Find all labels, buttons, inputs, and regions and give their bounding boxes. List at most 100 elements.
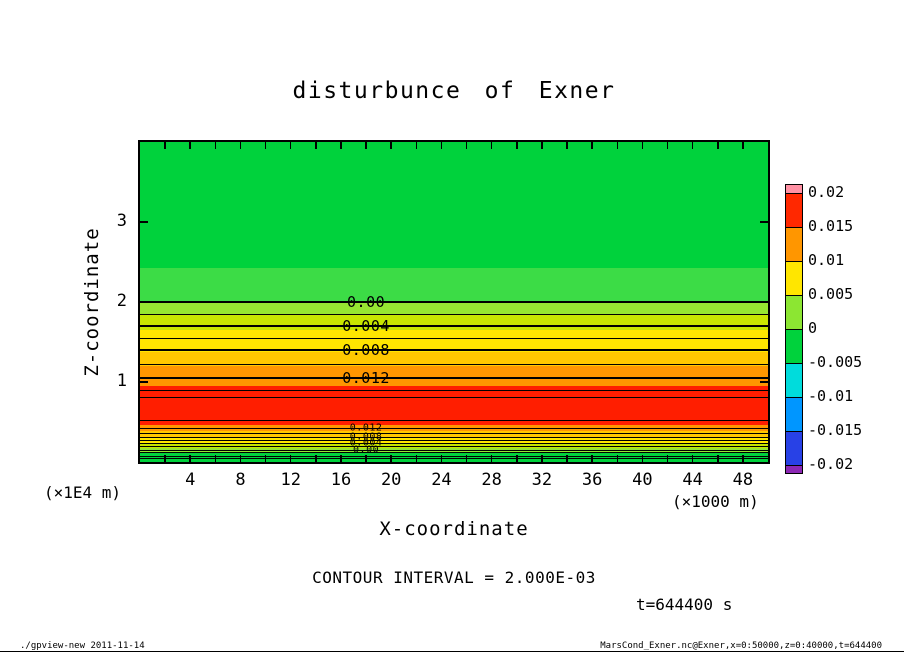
x-tick-label: 12: [280, 470, 301, 490]
colorbar-segment: [786, 295, 802, 329]
y-tick-label: 2: [116, 291, 127, 311]
contour-label: 0.008: [342, 341, 390, 359]
y-tick-mark: [760, 301, 768, 303]
x-tick-mark: [214, 142, 217, 149]
colorbar-separator: [786, 397, 802, 398]
contour-line: [140, 389, 768, 391]
contour-line: [140, 349, 768, 351]
x-tick-mark: [390, 455, 392, 462]
x-tick-mark: [340, 455, 342, 462]
y-tick-mark: [140, 381, 148, 383]
x-tick-mark: [440, 455, 443, 462]
contour-label: 0.012: [349, 422, 383, 434]
time-label: t=644400 s: [636, 595, 733, 614]
colorbar: [785, 184, 803, 474]
x-tick-label: 20: [380, 470, 402, 490]
x-tick-mark: [415, 142, 418, 149]
colorbar-separator: [786, 465, 802, 466]
contour-label: 0.012: [342, 369, 390, 387]
contour-label: 0.00: [347, 293, 386, 311]
x-tick-mark: [365, 142, 367, 149]
contour-line: [140, 442, 768, 444]
x-tick-mark: [289, 455, 292, 462]
colorbar-separator: [786, 261, 802, 262]
x-tick-mark: [541, 142, 543, 149]
fill-band: [140, 430, 768, 438]
contour-line: [140, 313, 768, 315]
x-axis-label: X-coordinate: [379, 518, 529, 540]
colorbar-tick-labels: 0.02 0.015 0.01 0.005 0 -0.005 -0.01 -0.015 -0.0…: [808, 183, 888, 473]
x-tick-mark: [239, 455, 242, 462]
plot-area: 0.00 0.004 0.008 0.012 0.012 0.008 0.004 0.00: [140, 142, 768, 462]
fill-band: [140, 386, 768, 426]
colorbar-segment: [786, 193, 802, 227]
colorbar-separator: [786, 431, 802, 432]
x-tick-mark: [691, 455, 694, 462]
contour-line: [140, 419, 768, 421]
x-tick-mark: [666, 455, 669, 462]
y-tick-labels: 1 2 3: [94, 142, 127, 462]
colorbar-segment: [786, 465, 802, 473]
x-tick-label: 28: [481, 470, 502, 490]
x-tick-mark: [264, 142, 267, 149]
fill-band: [140, 330, 768, 352]
x-tick-mark: [742, 142, 744, 149]
x-tick-mark: [189, 455, 191, 462]
footer-source-label: MarsCond_Exner.nc@Exner,x=0:50000,z=0:40…: [600, 641, 882, 651]
colorbar-segment: [786, 185, 802, 193]
colorbar-segment: [786, 227, 802, 261]
contour-line: [140, 436, 768, 438]
x-tick-mark: [440, 142, 443, 149]
x-tick-mark: [164, 455, 166, 462]
contour-interval-label: CONTOUR INTERVAL = 2.000E-03: [312, 568, 596, 587]
contour-line: [140, 377, 768, 379]
contour-line: [140, 458, 768, 460]
y-tick-label: 3: [116, 211, 127, 231]
colorbar-tick-label: 0: [808, 319, 818, 337]
y-tick-mark: [760, 221, 768, 223]
colorbar-separator: [786, 295, 802, 296]
chart-title: disturbunce of Exner: [292, 78, 616, 104]
x-tick-label: 8: [235, 470, 246, 490]
x-tick-mark: [591, 142, 593, 149]
x-tick-mark: [415, 455, 418, 462]
colorbar-separator: [786, 329, 802, 330]
contour-label: 0.004: [349, 437, 383, 449]
fill-band: [140, 453, 768, 462]
x-tick-mark: [666, 142, 669, 149]
x-tick-mark: [490, 142, 493, 149]
x-tick-mark: [717, 455, 719, 462]
y-tick-mark: [760, 381, 768, 383]
x-tick-mark: [465, 455, 468, 462]
x-tick-mark: [340, 142, 342, 149]
colorbar-segment: [786, 363, 802, 397]
x-tick-mark: [239, 142, 242, 149]
x-tick-mark: [516, 142, 518, 149]
fill-band: [140, 366, 768, 386]
contour-line: [140, 455, 768, 457]
x-tick-mark: [516, 455, 518, 462]
x-tick-mark: [742, 455, 744, 462]
x-tick-mark: [616, 455, 619, 462]
x-tick-mark: [616, 142, 619, 149]
y-tick-mark: [140, 221, 148, 223]
x-tick-label: 36: [581, 470, 603, 490]
fill-band: [140, 442, 768, 448]
colorbar-tick-label: 0.015: [808, 217, 854, 235]
contour-line: [140, 427, 768, 429]
colorbar-separator: [786, 363, 802, 364]
colorbar-tick-label: 0.02: [808, 183, 845, 201]
fill-band: [140, 448, 768, 454]
x-tick-label: 44: [682, 470, 703, 490]
x-tick-label: 32: [531, 470, 553, 490]
x-tick-mark: [465, 142, 468, 149]
x-tick-mark: [717, 142, 719, 149]
x-tick-mark: [164, 142, 166, 149]
fill-band: [140, 142, 768, 269]
x-tick-labels: 4 8 12 16 20 24 28 32 36 40 44 48: [140, 470, 768, 492]
fill-band: [140, 302, 768, 314]
contour-label: 0.008: [349, 431, 383, 443]
footer-command-label: ./gpview-new 2011-11-14: [20, 641, 145, 651]
colorbar-segment: [786, 397, 802, 431]
